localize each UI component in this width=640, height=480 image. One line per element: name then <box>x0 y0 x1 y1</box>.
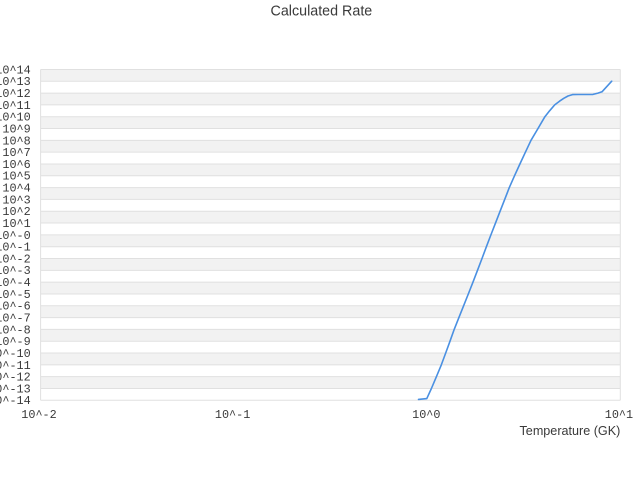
svg-text:10^12: 10^12 <box>0 87 31 101</box>
svg-text:10^-6: 10^-6 <box>0 300 31 314</box>
svg-text:10^-11: 10^-11 <box>0 359 31 373</box>
svg-text:10^14: 10^14 <box>0 63 31 77</box>
svg-text:10^-14: 10^-14 <box>0 394 31 408</box>
svg-text:10^9: 10^9 <box>2 122 30 136</box>
svg-text:10^13: 10^13 <box>0 75 31 89</box>
svg-text:10^-2: 10^-2 <box>21 408 56 422</box>
svg-text:10^7: 10^7 <box>2 146 30 160</box>
svg-text:10^6: 10^6 <box>2 158 30 172</box>
svg-text:10^8: 10^8 <box>2 134 30 148</box>
svg-text:10^11: 10^11 <box>0 99 31 113</box>
svg-text:10^1: 10^1 <box>2 217 30 231</box>
svg-text:10^-4: 10^-4 <box>0 276 31 290</box>
svg-text:10^4: 10^4 <box>2 182 30 196</box>
svg-text:10^10: 10^10 <box>0 111 31 125</box>
svg-text:10^-8: 10^-8 <box>0 323 31 337</box>
svg-text:10^2: 10^2 <box>2 205 30 219</box>
svg-text:10^-5: 10^-5 <box>0 288 31 302</box>
svg-text:10^-12: 10^-12 <box>0 371 31 385</box>
svg-text:10^-7: 10^-7 <box>0 311 31 325</box>
svg-text:10^-9: 10^-9 <box>0 335 31 349</box>
svg-text:10^-10: 10^-10 <box>0 347 31 361</box>
svg-text:10^1: 10^1 <box>605 408 633 422</box>
svg-text:10^3: 10^3 <box>2 193 30 207</box>
svg-text:10^-13: 10^-13 <box>0 382 31 396</box>
svg-text:Calculated Rate: Calculated Rate <box>271 4 373 20</box>
svg-text:10^-2: 10^-2 <box>0 252 31 266</box>
svg-text:10^-1: 10^-1 <box>0 241 31 255</box>
svg-text:Temperature (GK): Temperature (GK) <box>520 424 621 438</box>
svg-text:10^5: 10^5 <box>2 170 30 184</box>
svg-text:10^0: 10^0 <box>412 408 440 422</box>
svg-text:10^-1: 10^-1 <box>215 408 250 422</box>
svg-text:10^-3: 10^-3 <box>0 264 31 278</box>
svg-text:10^-0: 10^-0 <box>0 229 31 243</box>
